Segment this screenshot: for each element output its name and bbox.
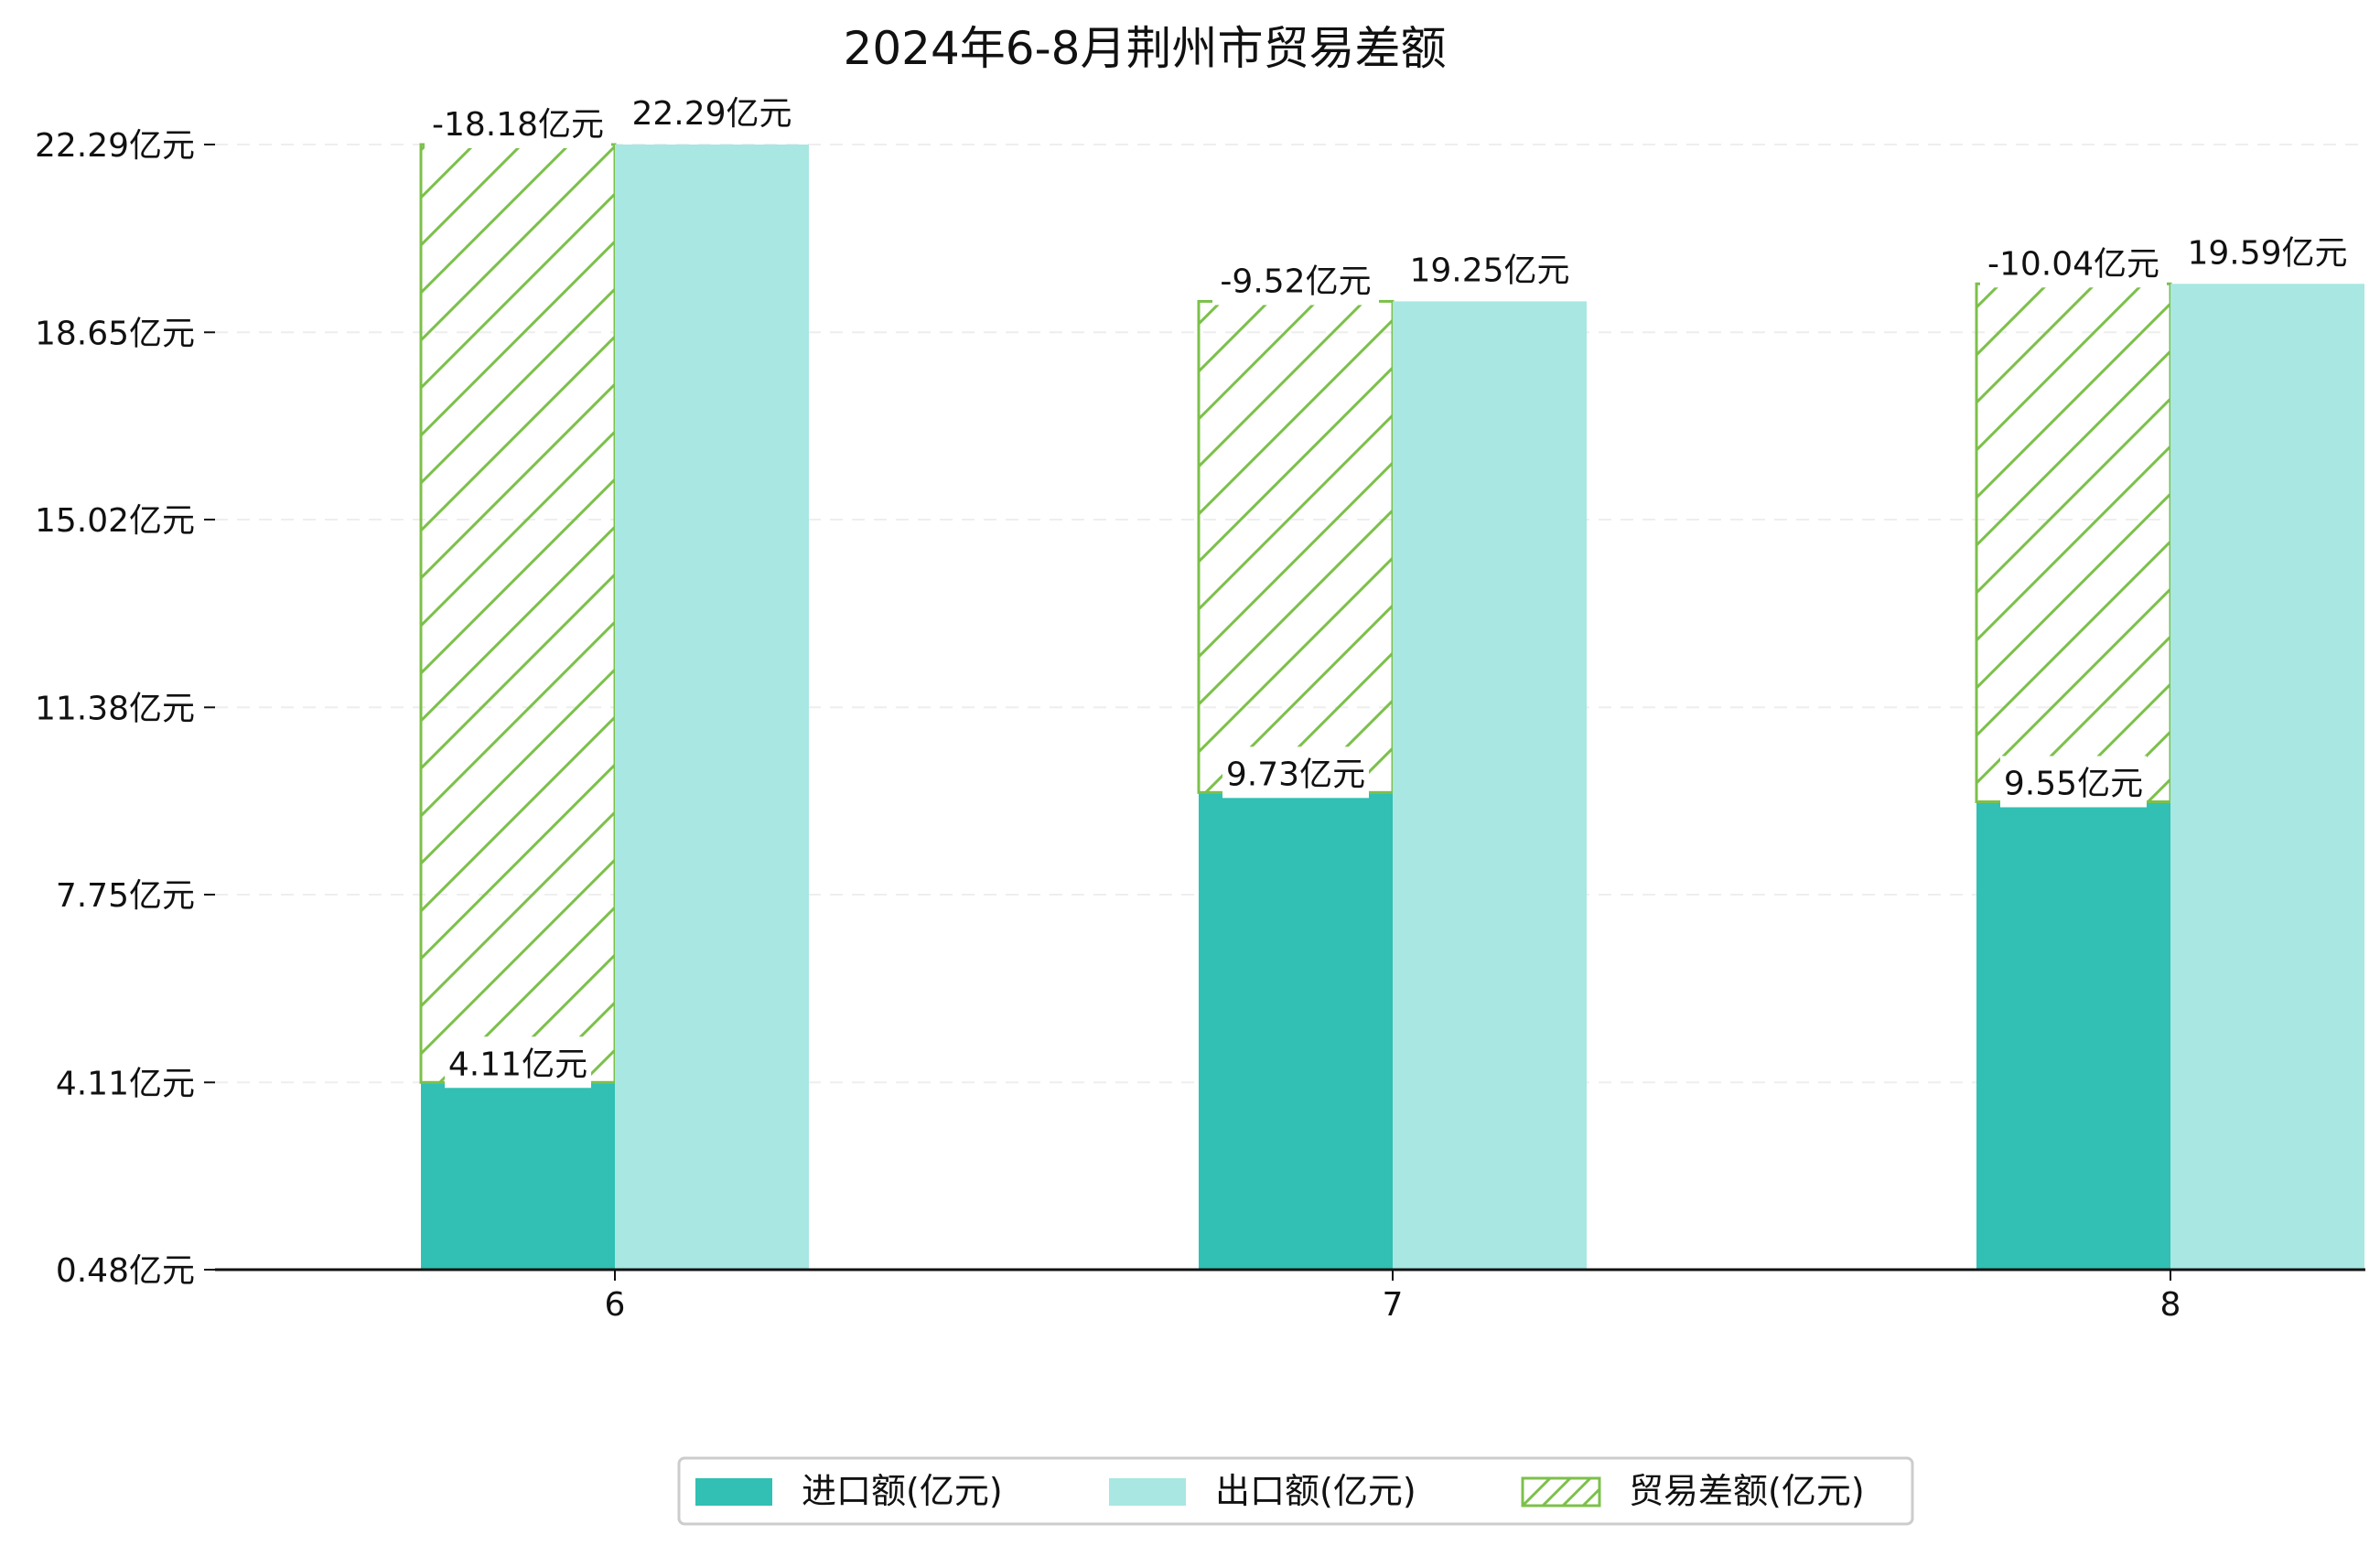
legend-hatch-line: [1541, 1476, 1572, 1507]
label-export-bg: [2184, 225, 2351, 277]
axes: 0.48亿元 4.11亿元 7.75亿元 11.38亿元 15.02亿元 18.65亿元 2…: [35, 127, 2365, 1324]
legend-swatch: [695, 1478, 772, 1506]
bar-balance: [1975, 282, 2172, 803]
label-balance: -10.04亿元: [1987, 245, 2159, 283]
label-balance-group: -18.18亿元: [425, 97, 611, 148]
legend-hatch-line: [1561, 1476, 1592, 1507]
label-export: 19.59亿元: [2187, 234, 2347, 272]
label-export: 22.29亿元: [631, 95, 792, 133]
label-import: 9.73亿元: [1226, 756, 1365, 793]
legend-box: [677, 1456, 1914, 1526]
label-balance: -18.18亿元: [432, 106, 604, 144]
bar-export: [1393, 301, 1587, 1270]
data-labels: 4.11亿元 -18.18亿元 22.29亿元 9.73亿元 -9.52亿元 19.25亿…: [425, 86, 2351, 1089]
y-tick-label: 0.48亿元: [56, 1252, 195, 1290]
label-import-group: 9.73亿元: [1222, 746, 1369, 799]
label-balance-bg: [1980, 236, 2167, 288]
label-import: 9.55亿元: [2004, 765, 2143, 802]
bar-import: [1199, 792, 1393, 1270]
bar-import: [1976, 801, 2170, 1270]
legend-label: 出口额(亿元): [1215, 1471, 1416, 1511]
label-balance-bg: [1212, 253, 1379, 306]
bar-import: [421, 1082, 615, 1270]
label-export-group: 19.25亿元: [1406, 242, 1573, 295]
label-export-bg: [1406, 242, 1573, 295]
bar-balance: [1197, 299, 1395, 794]
legend: 进口额(亿元) 出口额(亿元) 贸易差额(亿元): [677, 1456, 1914, 1526]
label-balance-group: -9.52亿元: [1212, 253, 1379, 306]
bar-balance: [419, 143, 617, 1084]
label-balance: -9.52亿元: [1220, 263, 1371, 300]
legend-hatch-line: [1581, 1487, 1601, 1507]
y-tick-label: 15.02亿元: [35, 502, 195, 540]
label-import: 4.11亿元: [448, 1046, 587, 1083]
bars: [419, 143, 2364, 1271]
label-balance-bg: [425, 97, 611, 148]
bar-export: [615, 145, 809, 1270]
legend-label: 贸易差额(亿元): [1629, 1471, 1865, 1511]
label-export-group: 19.59亿元: [2184, 225, 2351, 277]
label-balance-group: -10.04亿元: [1980, 236, 2167, 288]
chart-title: 2024年6-8月荆州市贸易差额: [844, 22, 1447, 75]
legend-swatch: [1109, 1478, 1186, 1506]
label-import-group: 9.55亿元: [2000, 756, 2147, 808]
x-tick-label: 8: [2160, 1286, 2181, 1324]
label-export: 19.25亿元: [1409, 252, 1569, 289]
y-tick-label: 7.75亿元: [56, 877, 195, 915]
label-import-group: 4.11亿元: [445, 1036, 591, 1089]
label-import-bg: [1222, 746, 1369, 799]
label-import-bg: [445, 1036, 591, 1089]
x-tick-label: 7: [1383, 1286, 1404, 1324]
legend-label: 进口额(亿元): [802, 1471, 1003, 1511]
x-tick-label: 6: [605, 1286, 626, 1324]
y-tick-label: 4.11亿元: [56, 1065, 195, 1102]
legend-hatch-line: [1521, 1476, 1552, 1507]
y-tick-label: 18.65亿元: [35, 315, 195, 352]
label-import-bg: [2000, 756, 2147, 808]
label-export-group: 22.29亿元: [629, 86, 795, 137]
y-tick-label: 22.29亿元: [35, 127, 195, 165]
label-export-bg: [629, 86, 795, 137]
y-tick-label: 11.38亿元: [35, 690, 195, 727]
bar-export: [2170, 284, 2364, 1271]
